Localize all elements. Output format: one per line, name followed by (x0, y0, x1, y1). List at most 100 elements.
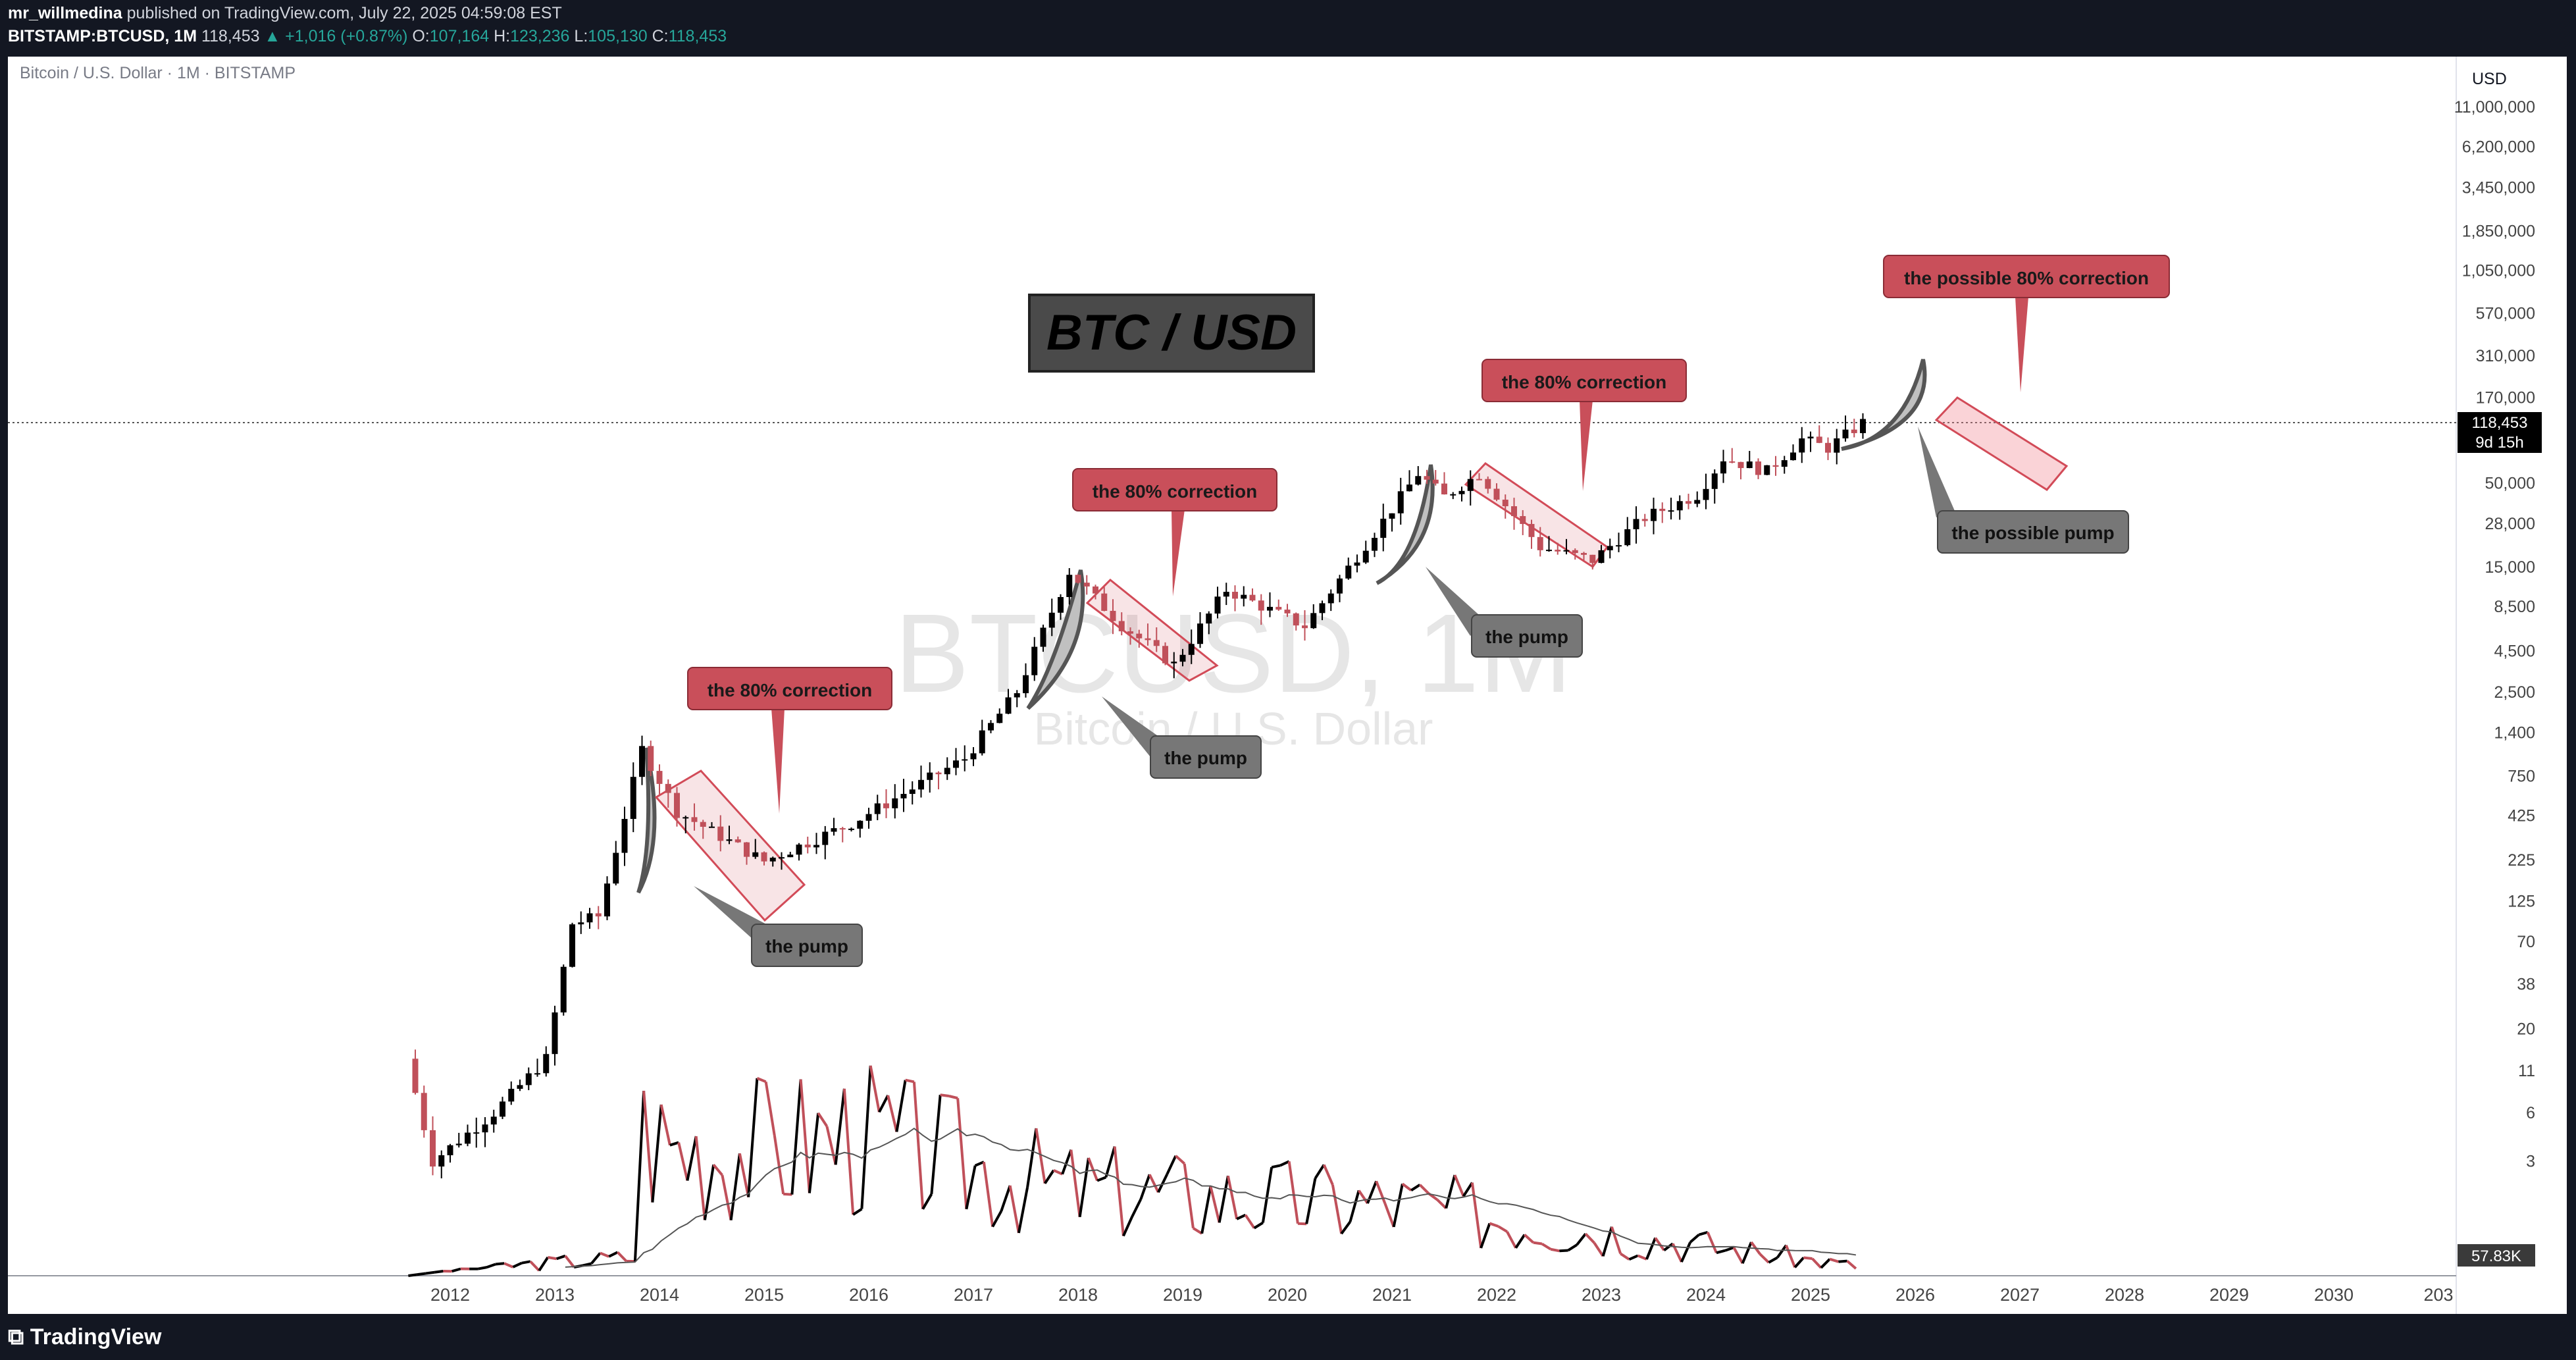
volume-segment (1087, 1157, 1099, 1182)
volume-segment (852, 1207, 863, 1216)
volume-segment (1287, 1161, 1299, 1224)
x-tick-label: 2015 (744, 1285, 784, 1305)
candle-body (674, 793, 680, 818)
currency-label[interactable]: USD (2472, 70, 2507, 88)
symbol-line[interactable]: BITSTAMP:BTCUSD, 1M (8, 27, 197, 45)
candle-body (1058, 596, 1064, 613)
candle-body (944, 768, 950, 775)
volume-segment (930, 1095, 942, 1195)
volume-segment (1192, 1226, 1203, 1235)
volume-segment (783, 1192, 792, 1196)
candle-body (1232, 592, 1238, 599)
author-name[interactable]: mr_willmedina (8, 4, 122, 22)
volume-segment (1663, 1242, 1674, 1251)
price-axis[interactable]: 3 6 11 20 38 70 125 225 425 750 1,400 2,500 4,500 8,5… (2454, 98, 2535, 1171)
volume-segment (1383, 1203, 1395, 1228)
volume-segment (1724, 1246, 1735, 1252)
candle-body (1249, 594, 1256, 601)
candle-body (865, 814, 872, 821)
volume-segment (1069, 1149, 1081, 1218)
high-label: H: (494, 27, 511, 45)
candle-body (1641, 519, 1648, 521)
candle-body (1214, 596, 1221, 614)
volume-segment (529, 1260, 540, 1272)
candle-body (1668, 510, 1674, 512)
candle-body (1118, 621, 1125, 632)
volume-segment (1628, 1254, 1639, 1261)
volume-segment (616, 1251, 628, 1263)
candle-body (455, 1143, 462, 1145)
candles (412, 413, 1866, 1179)
callout-2-pointer (1172, 510, 1185, 596)
candle-body (508, 1089, 515, 1102)
y-tick-label: 11 (2518, 1062, 2535, 1080)
candle-body (1755, 461, 1761, 475)
volume-segment (764, 1081, 776, 1136)
volume-segment (1244, 1214, 1256, 1229)
volume-segment (478, 1266, 488, 1270)
volume-segment (1236, 1213, 1247, 1220)
volume-segment (721, 1174, 733, 1221)
volume-segment (1349, 1190, 1360, 1222)
candle-body (1101, 593, 1108, 611)
candle-body (525, 1073, 532, 1085)
callout-possible-pointer (2015, 297, 2028, 392)
volume-segment (659, 1104, 671, 1146)
candle-body (569, 924, 575, 967)
volume-segment (1453, 1174, 1465, 1197)
x-tick-label: 2030 (2314, 1285, 2354, 1305)
volume-segment (1645, 1237, 1657, 1260)
tradingview-logo[interactable]: ⧉ TradingView (8, 1324, 161, 1350)
candle-body (1258, 600, 1264, 611)
pump-curve-3 (1376, 464, 1435, 585)
candle-body (1746, 461, 1753, 469)
volume-segment (1829, 1257, 1839, 1263)
candle-body (621, 819, 628, 853)
candle-body (560, 966, 567, 1012)
volume-segment (1322, 1164, 1334, 1186)
candle-body (1014, 693, 1020, 698)
title-box-text: BTC / USD (1046, 305, 1297, 361)
candle-body (1023, 675, 1029, 694)
callout-correction-1-text: the 80% correction (708, 680, 873, 700)
volume-segment (1776, 1244, 1788, 1259)
time-axis[interactable]: 2012 2013 2014 2015 2016 2017 2018 2019 2020 2021… (430, 1285, 2454, 1305)
y-tick-label: 6,200,000 (2462, 138, 2535, 157)
chart-area[interactable]: Bitcoin / U.S. Dollar · 1M · BITSTAMP BT… (8, 57, 2567, 1314)
volume-segment (1489, 1222, 1499, 1228)
volume-segment (799, 1079, 811, 1193)
candle-body (1485, 479, 1491, 489)
y-tick-label: 8,500 (2494, 598, 2535, 616)
candle-body (1327, 593, 1334, 604)
volume-segment (948, 1095, 958, 1100)
candle-body (935, 772, 942, 775)
candle-body (900, 794, 907, 798)
volume-segment (556, 1254, 566, 1261)
callout-pump-1 (751, 924, 863, 967)
candle-body (1581, 553, 1587, 555)
volume-segment (633, 1090, 646, 1262)
volume-segment (686, 1136, 698, 1181)
volume-segment (1218, 1175, 1229, 1223)
low-value: 105,130 (588, 27, 648, 45)
candle-body (1816, 436, 1822, 443)
volume-segment (1524, 1234, 1534, 1244)
low-label: L: (574, 27, 588, 45)
candle-body (517, 1085, 523, 1089)
candle-body (709, 826, 715, 828)
pump-2-pointer (1102, 696, 1164, 757)
price-chart[interactable]: Bitcoin / U.S. Dollar · 1M · BITSTAMP BT… (8, 57, 2567, 1314)
candle-body (1223, 592, 1229, 597)
candle-body (918, 779, 924, 790)
x-tick-label: 2027 (2000, 1285, 2040, 1305)
candle-body (1633, 519, 1639, 529)
header: mr_willmedina published on TradingView.c… (0, 0, 2576, 57)
candle-body (552, 1012, 558, 1055)
candle-body (665, 783, 671, 793)
volume-segment (773, 1136, 785, 1195)
candle-body (1136, 633, 1143, 639)
volume-segment (1157, 1174, 1168, 1193)
candle-body (1772, 465, 1779, 467)
x-tick-label: 2017 (954, 1285, 993, 1305)
x-tick-label: 2029 (2209, 1285, 2249, 1305)
